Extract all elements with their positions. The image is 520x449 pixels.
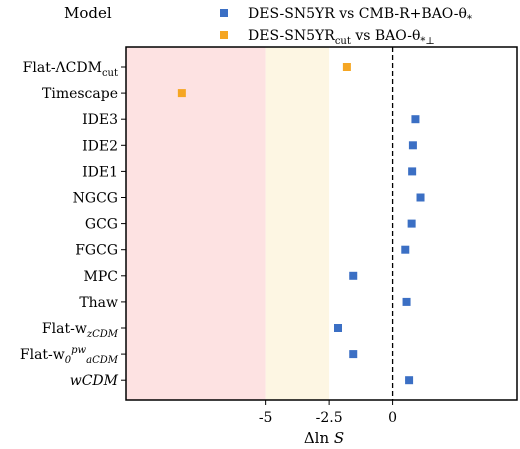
y-axis-category-labels: Flat-ΛCDMcut​ Timescape IDE3 IDE2 IDE1 NGCG GC…: [20, 60, 126, 389]
y-category-label-5: NGCG: [73, 191, 118, 207]
legend-marker-1: [220, 31, 228, 39]
x-tick-label-0: -5: [259, 410, 273, 426]
point-1-0: [342, 63, 351, 71]
point-0-3: [416, 193, 425, 202]
shaded-bands: [126, 47, 330, 400]
y-category-label-1: Timescape: [42, 86, 118, 102]
legend-label-0: DES-SN5YR vs CMB-R+BAO-θ*​: [248, 6, 472, 25]
legend: Model DES-SN5YR vs CMB-R+BAO-θ*​ DES-SN5YR…: [64, 4, 472, 47]
shaded-band-0: [126, 47, 266, 400]
legend-title: Model: [64, 4, 112, 22]
point-0-5: [401, 245, 410, 254]
y-category-label-9: Thaw: [79, 295, 118, 311]
x-axis-ticks: -5 -2.5 0: [259, 400, 397, 426]
shaded-band-1: [265, 47, 330, 400]
x-tick-label-2: 0: [388, 410, 397, 426]
y-category-label-7: FGCG: [75, 243, 118, 259]
data-points: [177, 63, 425, 385]
point-0-10: [405, 376, 414, 385]
point-0-0: [411, 115, 420, 124]
point-1-1: [177, 89, 186, 98]
y-category-label-3: IDE2: [82, 138, 118, 154]
y-category-label-11: Flat-w0pwaCDM​: [20, 345, 119, 366]
y-category-label-8: MPC: [84, 269, 118, 285]
point-0-7: [402, 297, 411, 306]
y-category-label-10: Flat-wzCDM​: [42, 321, 119, 340]
point-0-1: [408, 141, 417, 150]
legend-label-1: DES-SN5YRcut vs BAO-θ*⊥​: [248, 28, 435, 47]
y-category-label-12: wCDM: [70, 373, 119, 389]
legend-marker-0: [220, 9, 228, 17]
point-0-2: [408, 167, 417, 176]
y-category-label-2: IDE3: [82, 112, 118, 128]
y-category-label-4: IDE1: [82, 164, 118, 180]
x-axis-label: Δln S: [304, 429, 344, 447]
point-0-6: [349, 271, 358, 280]
y-category-label-0: Flat-ΛCDMcut​: [23, 60, 118, 79]
point-0-9: [349, 350, 358, 359]
y-category-label-6: GCG: [85, 217, 118, 233]
point-0-8: [334, 324, 343, 332]
x-tick-label-1: -2.5: [316, 410, 343, 426]
point-0-4: [407, 219, 416, 228]
